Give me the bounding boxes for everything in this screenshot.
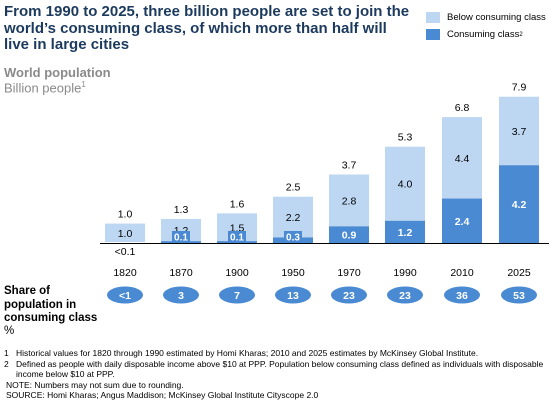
legend: Below consuming class Consuming class 2: [426, 12, 546, 46]
label-below-1820: 1.0: [118, 228, 133, 240]
label-total-1900: 1.6: [230, 198, 245, 210]
bar-below-2010: [442, 117, 482, 199]
label-box-consuming-1870: [172, 231, 190, 243]
label-below-2010: 4.4: [455, 153, 470, 165]
share-oval-1990: [387, 286, 423, 304]
label-total-1990: 5.3: [398, 132, 413, 144]
footnote-2: 2 Defined as people with daily disposabl…: [4, 359, 549, 380]
source: SOURCE: Homi Kharas; Angus Maddison; McK…: [6, 390, 319, 400]
label-consuming-1950: 0.3: [286, 233, 300, 244]
share-value-1900: 7: [234, 290, 240, 302]
footnote-1-number: 1: [4, 348, 9, 358]
share-unit: %: [4, 325, 15, 337]
footnote-1: 1 Historical values for 1820 through 199…: [4, 348, 549, 359]
legend-item-consuming: Consuming class 2: [426, 29, 546, 40]
share-value-2025: 53: [513, 290, 525, 302]
footnote-2-number: 2: [4, 358, 9, 369]
bar-consuming-1970: [329, 226, 369, 243]
label-consuming-1870: 0.1: [174, 233, 188, 244]
label-below-1990: 4.0: [398, 179, 413, 191]
share-value-1970: 23: [343, 290, 355, 302]
label-consuming-1990: 1.2: [398, 227, 413, 239]
label-box-consuming-1900: [228, 231, 246, 243]
note: NOTE: Numbers may not sum due to roundin…: [6, 379, 184, 390]
share-oval-1820: [107, 286, 143, 304]
label-below-1970: 2.8: [342, 195, 357, 207]
chart-subtitle: World population: [4, 65, 111, 80]
share-value-1820: <1: [119, 290, 131, 302]
share-value-1950: 13: [287, 290, 299, 302]
bar-below-1950: [273, 196, 313, 238]
share-value-1990: 23: [399, 290, 411, 302]
category-label-2010: 2010: [450, 267, 474, 279]
unit-footnote-marker: 1: [81, 80, 86, 89]
label-consuming-2025: 4.2: [512, 199, 527, 211]
legend-footnote-marker: 2: [519, 31, 523, 38]
label-box-consuming-1950: [284, 231, 302, 243]
label-below-1950: 2.2: [286, 212, 301, 224]
share-value-1870: 3: [178, 290, 184, 302]
label-consuming-1820: <0.1: [115, 246, 136, 258]
legend-label-below: Below consuming class: [447, 12, 546, 23]
label-below-2025: 3.7: [512, 126, 527, 138]
share-oval-1900: [219, 286, 255, 304]
category-label-2025: 2025: [507, 267, 531, 279]
share-oval-1950: [275, 286, 311, 304]
category-label-1990: 1990: [393, 267, 417, 279]
category-label-1820: 1820: [113, 267, 137, 279]
category-label-1900: 1900: [225, 267, 249, 279]
label-total-2010: 6.8: [455, 102, 470, 114]
share-oval-2010: [444, 286, 480, 304]
category-label-1970: 1970: [337, 267, 361, 279]
share-oval-1970: [331, 286, 367, 304]
bar-consuming-2025: [499, 165, 539, 243]
share-label: Share of population in consuming class: [4, 285, 98, 324]
label-total-1950: 2.5: [286, 182, 301, 194]
chart-title: From 1990 to 2025, three billion people …: [4, 3, 410, 53]
label-consuming-1970: 0.9: [342, 230, 357, 242]
label-total-1820: 1.0: [118, 209, 133, 221]
legend-label-consuming: Consuming class: [447, 29, 520, 40]
share-oval-2025: [501, 286, 537, 304]
label-total-1870: 1.3: [174, 204, 189, 216]
bar-below-2025: [499, 96, 539, 166]
label-consuming-1900: 0.1: [230, 233, 244, 244]
bar-below-1970: [329, 174, 369, 227]
bar-below-1820: [105, 223, 145, 243]
chart-unit: Billion people1: [4, 80, 86, 95]
footnote-1-text: Historical values for 1820 through 1990 …: [16, 348, 479, 358]
footnote-2-text: Defined as people with daily disposable …: [16, 358, 544, 380]
share-value-2010: 36: [456, 290, 468, 302]
label-consuming-2010: 2.4: [455, 216, 470, 228]
footnotes: 1 Historical values for 1820 through 199…: [4, 348, 549, 401]
legend-item-below: Below consuming class: [426, 12, 546, 23]
bar-consuming-1990: [385, 220, 425, 243]
bar-below-1870: [161, 218, 201, 242]
legend-swatch-consuming: [426, 29, 440, 40]
legend-swatch-below: [426, 12, 440, 23]
label-total-2025: 7.9: [512, 82, 527, 94]
bar-below-1990: [385, 146, 425, 221]
label-total-1970: 3.7: [342, 159, 357, 171]
unit-text: Billion people: [4, 80, 82, 96]
category-label-1870: 1870: [169, 267, 193, 279]
share-oval-1870: [163, 286, 199, 304]
category-label-1950: 1950: [281, 267, 305, 279]
bar-consuming-2010: [442, 198, 482, 243]
